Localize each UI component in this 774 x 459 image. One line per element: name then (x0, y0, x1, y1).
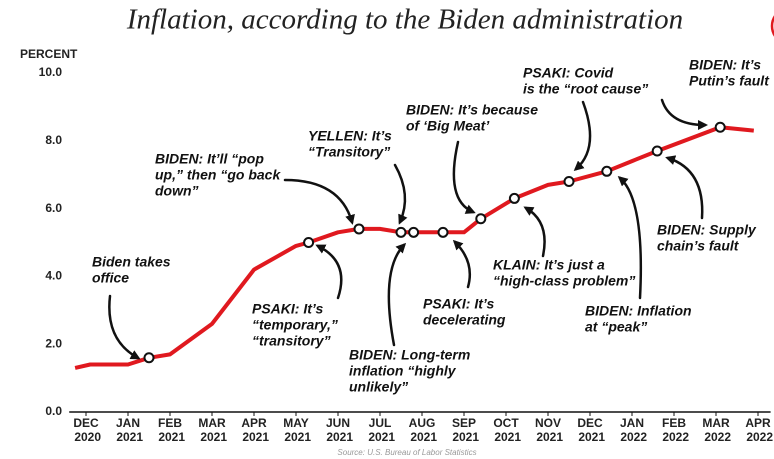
annotation-arrow (108, 294, 141, 360)
annotation-text: PSAKI: It’s (423, 296, 495, 312)
y-tick-label: 6.0 (45, 201, 62, 215)
annotation-point (601, 165, 613, 177)
annotation-text: BIDEN: Supply (657, 222, 757, 238)
annotation-text: “Transitory” (308, 144, 390, 160)
x-tick-label: JAN 2021 (113, 416, 143, 444)
source: Source: U.S. Bureau of Labor Statistics (337, 448, 476, 457)
annotation-text: BIDEN: Inflation (585, 303, 692, 319)
annotation-arrow (387, 242, 407, 347)
annotation-point (143, 352, 155, 364)
annotation-text: up,” then “go back (155, 167, 281, 183)
annotation-text: “transitory” (252, 333, 331, 349)
annotation-arrow (315, 244, 343, 300)
annotation-text: “high-class problem” (493, 273, 635, 289)
annotation-point (714, 121, 726, 133)
annotation-arrow (283, 178, 355, 225)
annotation-text: BIDEN: Long-term (349, 347, 470, 363)
x-tick-label: MAR 2021 (197, 416, 227, 444)
annotation-text: BIDEN: It’s (689, 57, 761, 73)
annotation-point (508, 192, 520, 204)
chart-title: Inflation, according to the Biden admini… (126, 4, 683, 36)
y-tick-label: 0.0 (45, 404, 62, 418)
annotation-arrow (665, 155, 704, 220)
y-tick-label: 2.0 (45, 336, 62, 350)
annotation-text: decelerating (423, 312, 506, 328)
annotation-text: PSAKI: Covid (523, 65, 614, 81)
x-tick-label: MAR 2022 (701, 416, 731, 444)
x-tick-label: DEC 2020 (71, 416, 101, 444)
annotation-text: chain’s fault (657, 238, 740, 254)
x-tick-label: DEC 2021 (575, 416, 605, 444)
annotation-text: KLAIN: It’s just a (493, 257, 605, 273)
annotation-point (303, 237, 315, 248)
annotation-arrow (573, 100, 592, 171)
annotation-text: BIDEN: It’ll “pop (155, 151, 264, 167)
annotation-point (651, 145, 663, 157)
x-tick-label: MAY 2021 (281, 416, 311, 444)
x-tick-label: OCT 2021 (491, 416, 521, 444)
x-tick-label: APR 2021 (239, 416, 269, 444)
annotation-point (353, 223, 365, 235)
annotation-text: PSAKI: It’s (252, 301, 324, 317)
y-tick-label: 4.0 (45, 269, 62, 283)
annotation-text: down” (155, 183, 199, 199)
annotation-arrow (452, 140, 476, 214)
x-tick-label: JUL 2021 (365, 416, 395, 444)
x-tick-label: JUN 2021 (323, 416, 353, 444)
y-tick-label: 10.0 (39, 65, 63, 79)
y-axis-label: PERCENT (20, 47, 78, 61)
annotation-text: BIDEN: It’s because (406, 102, 538, 118)
x-tick-label: AUG 2021 (407, 416, 437, 444)
annotation-arrow (523, 206, 546, 258)
annotation-point (475, 213, 487, 225)
annotation-text: YELLEN: It’s (308, 128, 392, 144)
logo (770, 15, 774, 37)
annotation-arrow (617, 176, 643, 300)
annotation-text: Putin’s fault (689, 73, 770, 89)
annotation-text: Biden takes (92, 254, 171, 270)
x-tick-label: APR 2022 (743, 416, 773, 444)
x-tick-label: NOV 2021 (533, 416, 563, 444)
annotation-arrow (660, 98, 708, 130)
x-tick-label: JAN 2022 (617, 416, 647, 444)
y-tick-label: 8.0 (45, 133, 62, 147)
annotation-text: “temporary,” (252, 317, 338, 333)
annotation-point (563, 175, 575, 187)
x-tick-label: SEP 2021 (449, 416, 479, 444)
annotation-text: is the “root cause” (523, 81, 648, 97)
annotation-point (437, 226, 449, 238)
annotation-point (395, 226, 407, 238)
x-tick-label: FEB 2021 (155, 416, 185, 444)
annotation-arrow (452, 239, 472, 289)
annotation-text: unlikely” (349, 379, 408, 395)
annotation-text: office (92, 270, 129, 286)
annotation-text: inflation “highly (349, 363, 457, 379)
x-tick-label: FEB 2022 (659, 416, 689, 444)
annotation-text: at “peak” (585, 319, 647, 335)
annotation-arrow (393, 163, 408, 225)
annotation-text: of ‘Big Meat’ (406, 118, 490, 134)
annotation-point (408, 226, 420, 238)
